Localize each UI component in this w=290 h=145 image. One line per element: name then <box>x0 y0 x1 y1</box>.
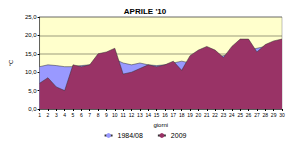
svg-text:11: 11 <box>121 112 126 118</box>
svg-text:21: 21 <box>204 112 210 118</box>
svg-text:4: 4 <box>63 112 66 118</box>
svg-text:13: 13 <box>137 112 143 118</box>
svg-text:2: 2 <box>47 112 50 118</box>
svg-text:°C: °C <box>8 59 14 66</box>
svg-text:22: 22 <box>212 112 218 118</box>
svg-text:9: 9 <box>105 112 108 118</box>
svg-text:2009: 2009 <box>171 132 187 139</box>
svg-text:1: 1 <box>38 112 41 118</box>
svg-text:3: 3 <box>55 112 58 118</box>
svg-text:0,0: 0,0 <box>28 106 37 112</box>
svg-text:15,0: 15,0 <box>25 51 37 57</box>
svg-text:15: 15 <box>154 112 160 118</box>
svg-text:10: 10 <box>112 112 118 118</box>
svg-text:1984/08: 1984/08 <box>118 132 143 139</box>
svg-text:7: 7 <box>88 112 91 118</box>
svg-text:12: 12 <box>129 112 135 118</box>
svg-text:28: 28 <box>262 112 268 118</box>
svg-text:25,0: 25,0 <box>25 14 37 20</box>
svg-text:giorni: giorni <box>153 122 168 128</box>
svg-text:17: 17 <box>171 112 177 118</box>
svg-text:5,0: 5,0 <box>28 88 37 94</box>
svg-text:6: 6 <box>80 112 83 118</box>
svg-text:14: 14 <box>145 112 151 118</box>
svg-text:26: 26 <box>246 112 252 118</box>
svg-text:5: 5 <box>72 112 75 118</box>
svg-text:30: 30 <box>279 112 285 118</box>
svg-text:25: 25 <box>237 112 243 118</box>
svg-text:18: 18 <box>179 112 185 118</box>
svg-text:20,0: 20,0 <box>25 32 37 38</box>
svg-text:8: 8 <box>97 112 100 118</box>
svg-text:29: 29 <box>271 112 277 118</box>
svg-text:24: 24 <box>229 112 235 118</box>
svg-text:16: 16 <box>162 112 168 118</box>
svg-text:19: 19 <box>187 112 193 118</box>
svg-text:10,0: 10,0 <box>25 69 37 75</box>
svg-text:27: 27 <box>254 112 260 118</box>
svg-text:23: 23 <box>221 112 227 118</box>
svg-text:APRILE '10: APRILE '10 <box>124 7 167 16</box>
svg-text:20: 20 <box>196 112 202 118</box>
